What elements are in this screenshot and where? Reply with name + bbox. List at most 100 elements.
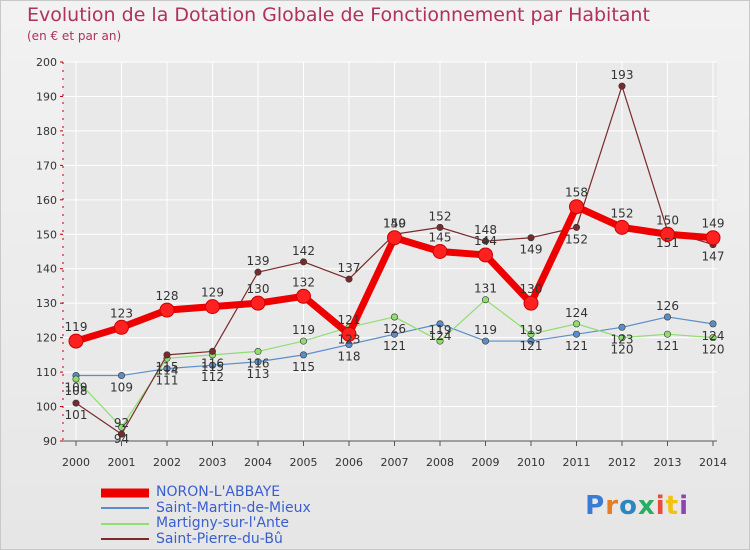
x-tick-label: 2012 bbox=[608, 456, 636, 469]
x-tick-label: 2010 bbox=[517, 456, 545, 469]
data-label-martigny-sur-l-ante: 121 bbox=[656, 339, 679, 353]
data-label-martigny-sur-l-ante: 114 bbox=[156, 363, 179, 377]
data-label-saint-pierre-du-b: 152 bbox=[429, 209, 452, 223]
data-point-noron-l-abbaye bbox=[478, 247, 493, 263]
y-tick-label: 120 bbox=[36, 332, 57, 345]
data-label-noron-l-abbaye: 129 bbox=[201, 286, 224, 300]
data-label-saint-martin-de-mieux: 124 bbox=[429, 329, 452, 343]
data-point-saint-martin-de-mieux bbox=[481, 337, 489, 345]
data-label-saint-pierre-du-b: 147 bbox=[702, 250, 725, 264]
data-label-saint-martin-de-mieux: 111 bbox=[156, 374, 179, 388]
proxiti-logo: Proxiti bbox=[585, 491, 689, 521]
logo-letter: i bbox=[679, 491, 689, 521]
data-label-noron-l-abbaye: 121 bbox=[338, 313, 361, 327]
data-point-noron-l-abbaye bbox=[114, 319, 129, 335]
data-point-saint-pierre-du-b bbox=[618, 82, 626, 90]
x-tick-label: 2005 bbox=[290, 456, 318, 469]
data-point-saint-pierre-du-b bbox=[254, 268, 262, 276]
data-point-saint-martin-de-mieux bbox=[436, 320, 444, 328]
data-label-noron-l-abbaye: 130 bbox=[520, 282, 543, 296]
data-label-martigny-sur-l-ante: 120 bbox=[611, 343, 634, 357]
logo-letter: i bbox=[655, 491, 666, 521]
chart-subtitle: (en € et par an) bbox=[27, 29, 122, 43]
data-point-noron-l-abbaye bbox=[205, 299, 220, 315]
data-label-saint-martin-de-mieux: 121 bbox=[565, 339, 588, 353]
data-label-saint-martin-de-mieux: 118 bbox=[338, 350, 361, 364]
logo-letter: t bbox=[665, 491, 680, 521]
data-label-saint-pierre-du-b: 137 bbox=[338, 261, 361, 275]
data-point-saint-martin-de-mieux bbox=[663, 313, 671, 321]
data-label-martigny-sur-l-ante: 108 bbox=[65, 384, 88, 398]
x-tick-label: 2002 bbox=[153, 456, 181, 469]
data-label-saint-pierre-du-b: 150 bbox=[383, 216, 406, 230]
data-point-saint-martin-de-mieux bbox=[618, 323, 626, 331]
data-label-saint-pierre-du-b: 149 bbox=[520, 243, 543, 257]
data-label-saint-martin-de-mieux: 115 bbox=[292, 360, 315, 374]
x-tick-label: 2003 bbox=[199, 456, 227, 469]
data-label-martigny-sur-l-ante: 121 bbox=[520, 339, 543, 353]
x-tick-label: 2007 bbox=[381, 456, 409, 469]
legend-item-noron-l-abbaye: NORON-L'ABBAYE bbox=[101, 485, 311, 501]
data-point-martigny-sur-l-ante bbox=[254, 347, 262, 355]
data-point-noron-l-abbaye bbox=[523, 295, 539, 311]
data-point-saint-pierre-du-b bbox=[481, 237, 489, 245]
data-point-saint-pierre-du-b bbox=[209, 347, 217, 355]
data-point-martigny-sur-l-ante bbox=[527, 330, 535, 338]
data-label-saint-martin-de-mieux: 124 bbox=[702, 329, 725, 343]
data-point-saint-pierre-du-b bbox=[436, 223, 444, 231]
data-label-saint-pierre-du-b: 139 bbox=[247, 254, 270, 268]
data-point-noron-l-abbaye bbox=[705, 230, 721, 246]
data-point-saint-pierre-du-b bbox=[527, 234, 535, 242]
chart-title: Evolution de la Dotation Globale de Fonc… bbox=[27, 4, 650, 26]
data-label-saint-pierre-du-b: 142 bbox=[292, 244, 315, 258]
legend: NORON-L'ABBAYE Saint-Martin-de-Mieux Marti… bbox=[101, 485, 311, 547]
x-tick-label: 2014 bbox=[699, 456, 727, 469]
data-label-noron-l-abbaye: 128 bbox=[156, 289, 179, 303]
data-label-noron-l-abbaye: 130 bbox=[247, 282, 270, 296]
x-tick-label: 2004 bbox=[244, 456, 272, 469]
data-label-martigny-sur-l-ante: 116 bbox=[247, 356, 270, 370]
data-point-martigny-sur-l-ante bbox=[118, 423, 126, 431]
data-point-noron-l-abbaye bbox=[569, 199, 584, 215]
legend-item-saint-pierre-du-b: Saint-Pierre-du-Bû bbox=[101, 530, 311, 548]
x-tick-label: 2009 bbox=[472, 456, 500, 469]
data-label-noron-l-abbaye: 123 bbox=[110, 306, 133, 320]
data-point-martigny-sur-l-ante bbox=[709, 334, 717, 342]
data-point-noron-l-abbaye bbox=[68, 333, 84, 349]
legend-swatch bbox=[101, 538, 149, 541]
x-tick-label: 2011 bbox=[563, 456, 591, 469]
data-point-noron-l-abbaye bbox=[341, 326, 357, 342]
data-label-saint-martin-de-mieux: 121 bbox=[383, 339, 406, 353]
data-point-martigny-sur-l-ante bbox=[390, 313, 398, 321]
y-tick-label: 100 bbox=[36, 401, 57, 414]
data-label-saint-pierre-du-b: 116 bbox=[201, 356, 224, 370]
data-point-saint-pierre-du-b bbox=[163, 351, 171, 359]
data-point-saint-martin-de-mieux bbox=[527, 337, 535, 345]
data-label-saint-pierre-du-b: 101 bbox=[65, 408, 88, 422]
data-label-saint-martin-de-mieux: 109 bbox=[65, 381, 88, 395]
logo-letter: x bbox=[637, 491, 656, 521]
data-point-noron-l-abbaye bbox=[296, 288, 311, 304]
y-tick-label: 110 bbox=[36, 366, 57, 379]
data-label-noron-l-abbaye: 149 bbox=[702, 217, 725, 231]
data-point-saint-pierre-du-b bbox=[572, 223, 580, 231]
data-label-noron-l-abbaye: 150 bbox=[656, 213, 679, 227]
data-point-noron-l-abbaye bbox=[387, 230, 402, 246]
legend-label: Saint-Pierre-du-Bû bbox=[156, 530, 283, 547]
x-tick-label: 2013 bbox=[654, 456, 682, 469]
data-label-saint-pierre-du-b: 193 bbox=[611, 68, 634, 82]
y-tick-label: 90 bbox=[43, 435, 57, 448]
data-point-martigny-sur-l-ante bbox=[436, 337, 444, 345]
data-label-noron-l-abbaye: 158 bbox=[565, 186, 588, 200]
data-label-martigny-sur-l-ante: 119 bbox=[292, 323, 315, 337]
data-point-saint-martin-de-mieux bbox=[572, 330, 580, 338]
data-label-noron-l-abbaye: 119 bbox=[65, 320, 88, 334]
data-label-noron-l-abbaye: 144 bbox=[474, 234, 497, 248]
y-tick-label: 150 bbox=[36, 228, 57, 241]
x-tick-label: 2001 bbox=[108, 456, 136, 469]
data-point-martigny-sur-l-ante bbox=[663, 330, 671, 338]
data-label-saint-martin-de-mieux: 123 bbox=[611, 332, 634, 346]
data-point-saint-pierre-du-b bbox=[345, 275, 353, 283]
logo-letter: P bbox=[585, 491, 606, 521]
